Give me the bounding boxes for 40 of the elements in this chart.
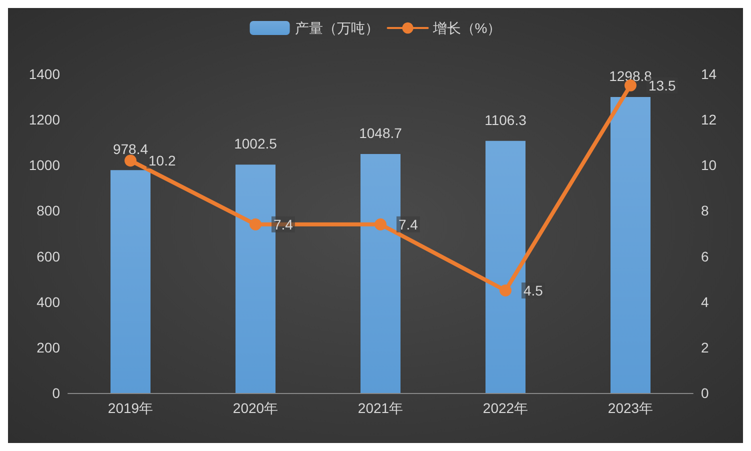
data-label: 10.2: [148, 152, 176, 169]
data-label: 978.4: [112, 141, 148, 158]
legend-label: 产量（万吨）: [294, 20, 379, 36]
x-tick-label: 2020年: [232, 400, 278, 416]
y2-tick-label: 6: [701, 248, 709, 264]
data-label: 1106.3: [484, 112, 527, 128]
y-tick-label: 400: [36, 294, 60, 310]
x-tick-label: 2023年: [608, 400, 654, 416]
y-tick-label: 600: [36, 248, 60, 264]
bar: [110, 170, 150, 393]
y2-tick-label: 2: [701, 339, 709, 356]
y-tick-label: 800: [36, 202, 60, 219]
y-tick-label: 1000: [28, 157, 60, 174]
data-label: 7.4: [398, 216, 418, 232]
bar: [610, 97, 650, 393]
data-label: 7.4: [274, 216, 294, 232]
y2-tick-label: 4: [701, 294, 709, 310]
point: [374, 218, 386, 230]
point: [124, 154, 136, 167]
y2-tick-label: 0: [701, 385, 709, 401]
y2-tick-label: 12: [701, 112, 717, 128]
x-tick-label: 2021年: [358, 400, 404, 416]
bar: [486, 140, 526, 393]
x-tick-label: 2022年: [482, 400, 528, 416]
data-label: 1002.5: [234, 136, 278, 152]
y2-tick-label: 8: [701, 202, 709, 219]
point: [250, 218, 262, 230]
y-tick-label: 1200: [28, 112, 60, 128]
y-tick-label: 200: [36, 339, 60, 356]
bar: [236, 164, 276, 393]
y2-tick-label: 10: [701, 157, 717, 174]
data-label: 1048.7: [359, 125, 402, 142]
legend-label: 增长（%）: [432, 20, 502, 36]
data-label: 4.5: [524, 282, 544, 298]
x-tick-label: 2019年: [108, 400, 154, 416]
y-tick-label: 1400: [28, 66, 60, 82]
point: [500, 284, 512, 296]
y-tick-label: 0: [52, 385, 60, 401]
bar: [360, 154, 400, 393]
y2-tick-label: 14: [701, 66, 717, 82]
